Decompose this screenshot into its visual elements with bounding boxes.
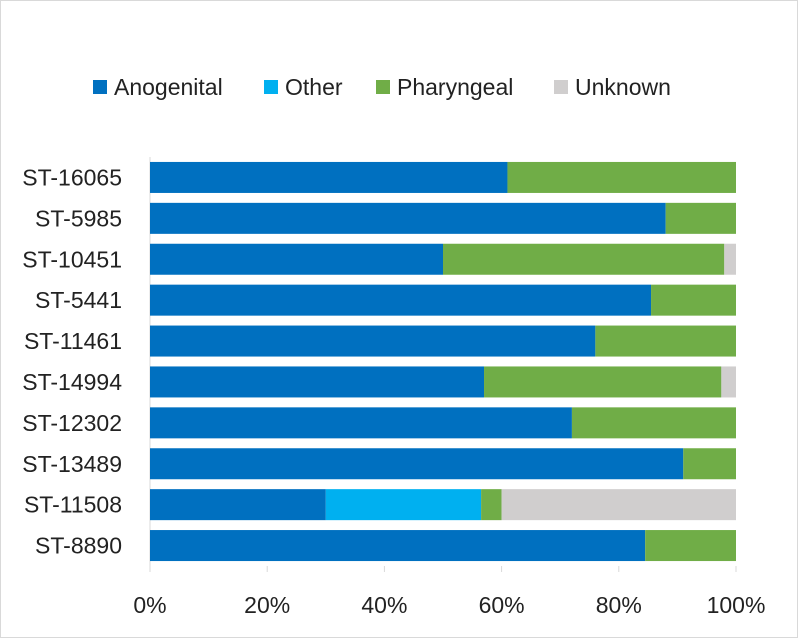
bar-st-12302-anogenital xyxy=(150,407,572,439)
category-label: ST-13489 xyxy=(22,451,122,477)
legend-swatch-unknown xyxy=(554,80,568,94)
bar-st-14994-anogenital xyxy=(150,366,485,398)
bar-st-11508-other xyxy=(325,489,482,521)
plot-area xyxy=(150,161,736,562)
category-label: ST-10451 xyxy=(22,246,122,272)
bar-st-14994-pharyngeal xyxy=(484,366,722,398)
bar-st-5441-anogenital xyxy=(150,284,652,316)
x-tick-label: 100% xyxy=(707,592,766,618)
bar-st-11461-pharyngeal xyxy=(595,325,736,357)
category-label: ST-12302 xyxy=(22,410,122,436)
bar-st-11508-anogenital xyxy=(150,489,326,521)
legend-swatch-anogenital xyxy=(93,80,107,94)
legend-swatch-pharyngeal xyxy=(376,80,390,94)
bar-st-12302-pharyngeal xyxy=(571,407,736,439)
bar-st-10451-pharyngeal xyxy=(443,243,725,275)
category-label: ST-14994 xyxy=(22,369,122,395)
legend: Anogenital Other Pharyngeal Unknown xyxy=(93,74,671,100)
category-label: ST-11461 xyxy=(24,328,122,354)
legend-label-unknown: Unknown xyxy=(575,74,671,100)
bar-st-10451-anogenital xyxy=(150,243,443,275)
category-axis: ST-16065 ST-5985 ST-10451 ST-5441 ST-11461 ST… xyxy=(22,164,122,558)
bar-st-14994-unknown xyxy=(721,366,736,398)
category-label: ST-8890 xyxy=(35,533,122,559)
x-tick-label: 80% xyxy=(596,592,642,618)
category-label: ST-16065 xyxy=(22,164,122,190)
legend-label-pharyngeal: Pharyngeal xyxy=(397,74,513,100)
bar-st-11508-unknown xyxy=(501,489,736,521)
bar-st-16065-pharyngeal xyxy=(507,161,736,193)
bar-st-8890-pharyngeal xyxy=(645,530,736,562)
bar-st-11508-pharyngeal xyxy=(481,489,502,521)
category-label: ST-5441 xyxy=(35,287,122,313)
bar-st-13489-anogenital xyxy=(150,448,684,480)
bar-st-11461-anogenital xyxy=(150,325,596,357)
x-tick-label: 40% xyxy=(361,592,407,618)
bar-st-8890-anogenital xyxy=(150,530,646,562)
bar-st-5985-pharyngeal xyxy=(665,202,736,234)
x-tick-label: 0% xyxy=(133,592,166,618)
category-label: ST-5985 xyxy=(35,205,122,231)
bar-st-13489-pharyngeal xyxy=(683,448,736,480)
bar-st-5985-anogenital xyxy=(150,202,666,234)
legend-label-anogenital: Anogenital xyxy=(114,74,223,100)
category-label: ST-11508 xyxy=(24,492,122,518)
bar-st-10451-unknown xyxy=(724,243,736,275)
legend-swatch-other xyxy=(264,80,278,94)
bar-st-5441-pharyngeal xyxy=(651,284,736,316)
x-tick-label: 20% xyxy=(244,592,290,618)
legend-label-other: Other xyxy=(285,74,343,100)
x-tick-label: 60% xyxy=(479,592,525,618)
bar-st-16065-anogenital xyxy=(150,161,508,193)
